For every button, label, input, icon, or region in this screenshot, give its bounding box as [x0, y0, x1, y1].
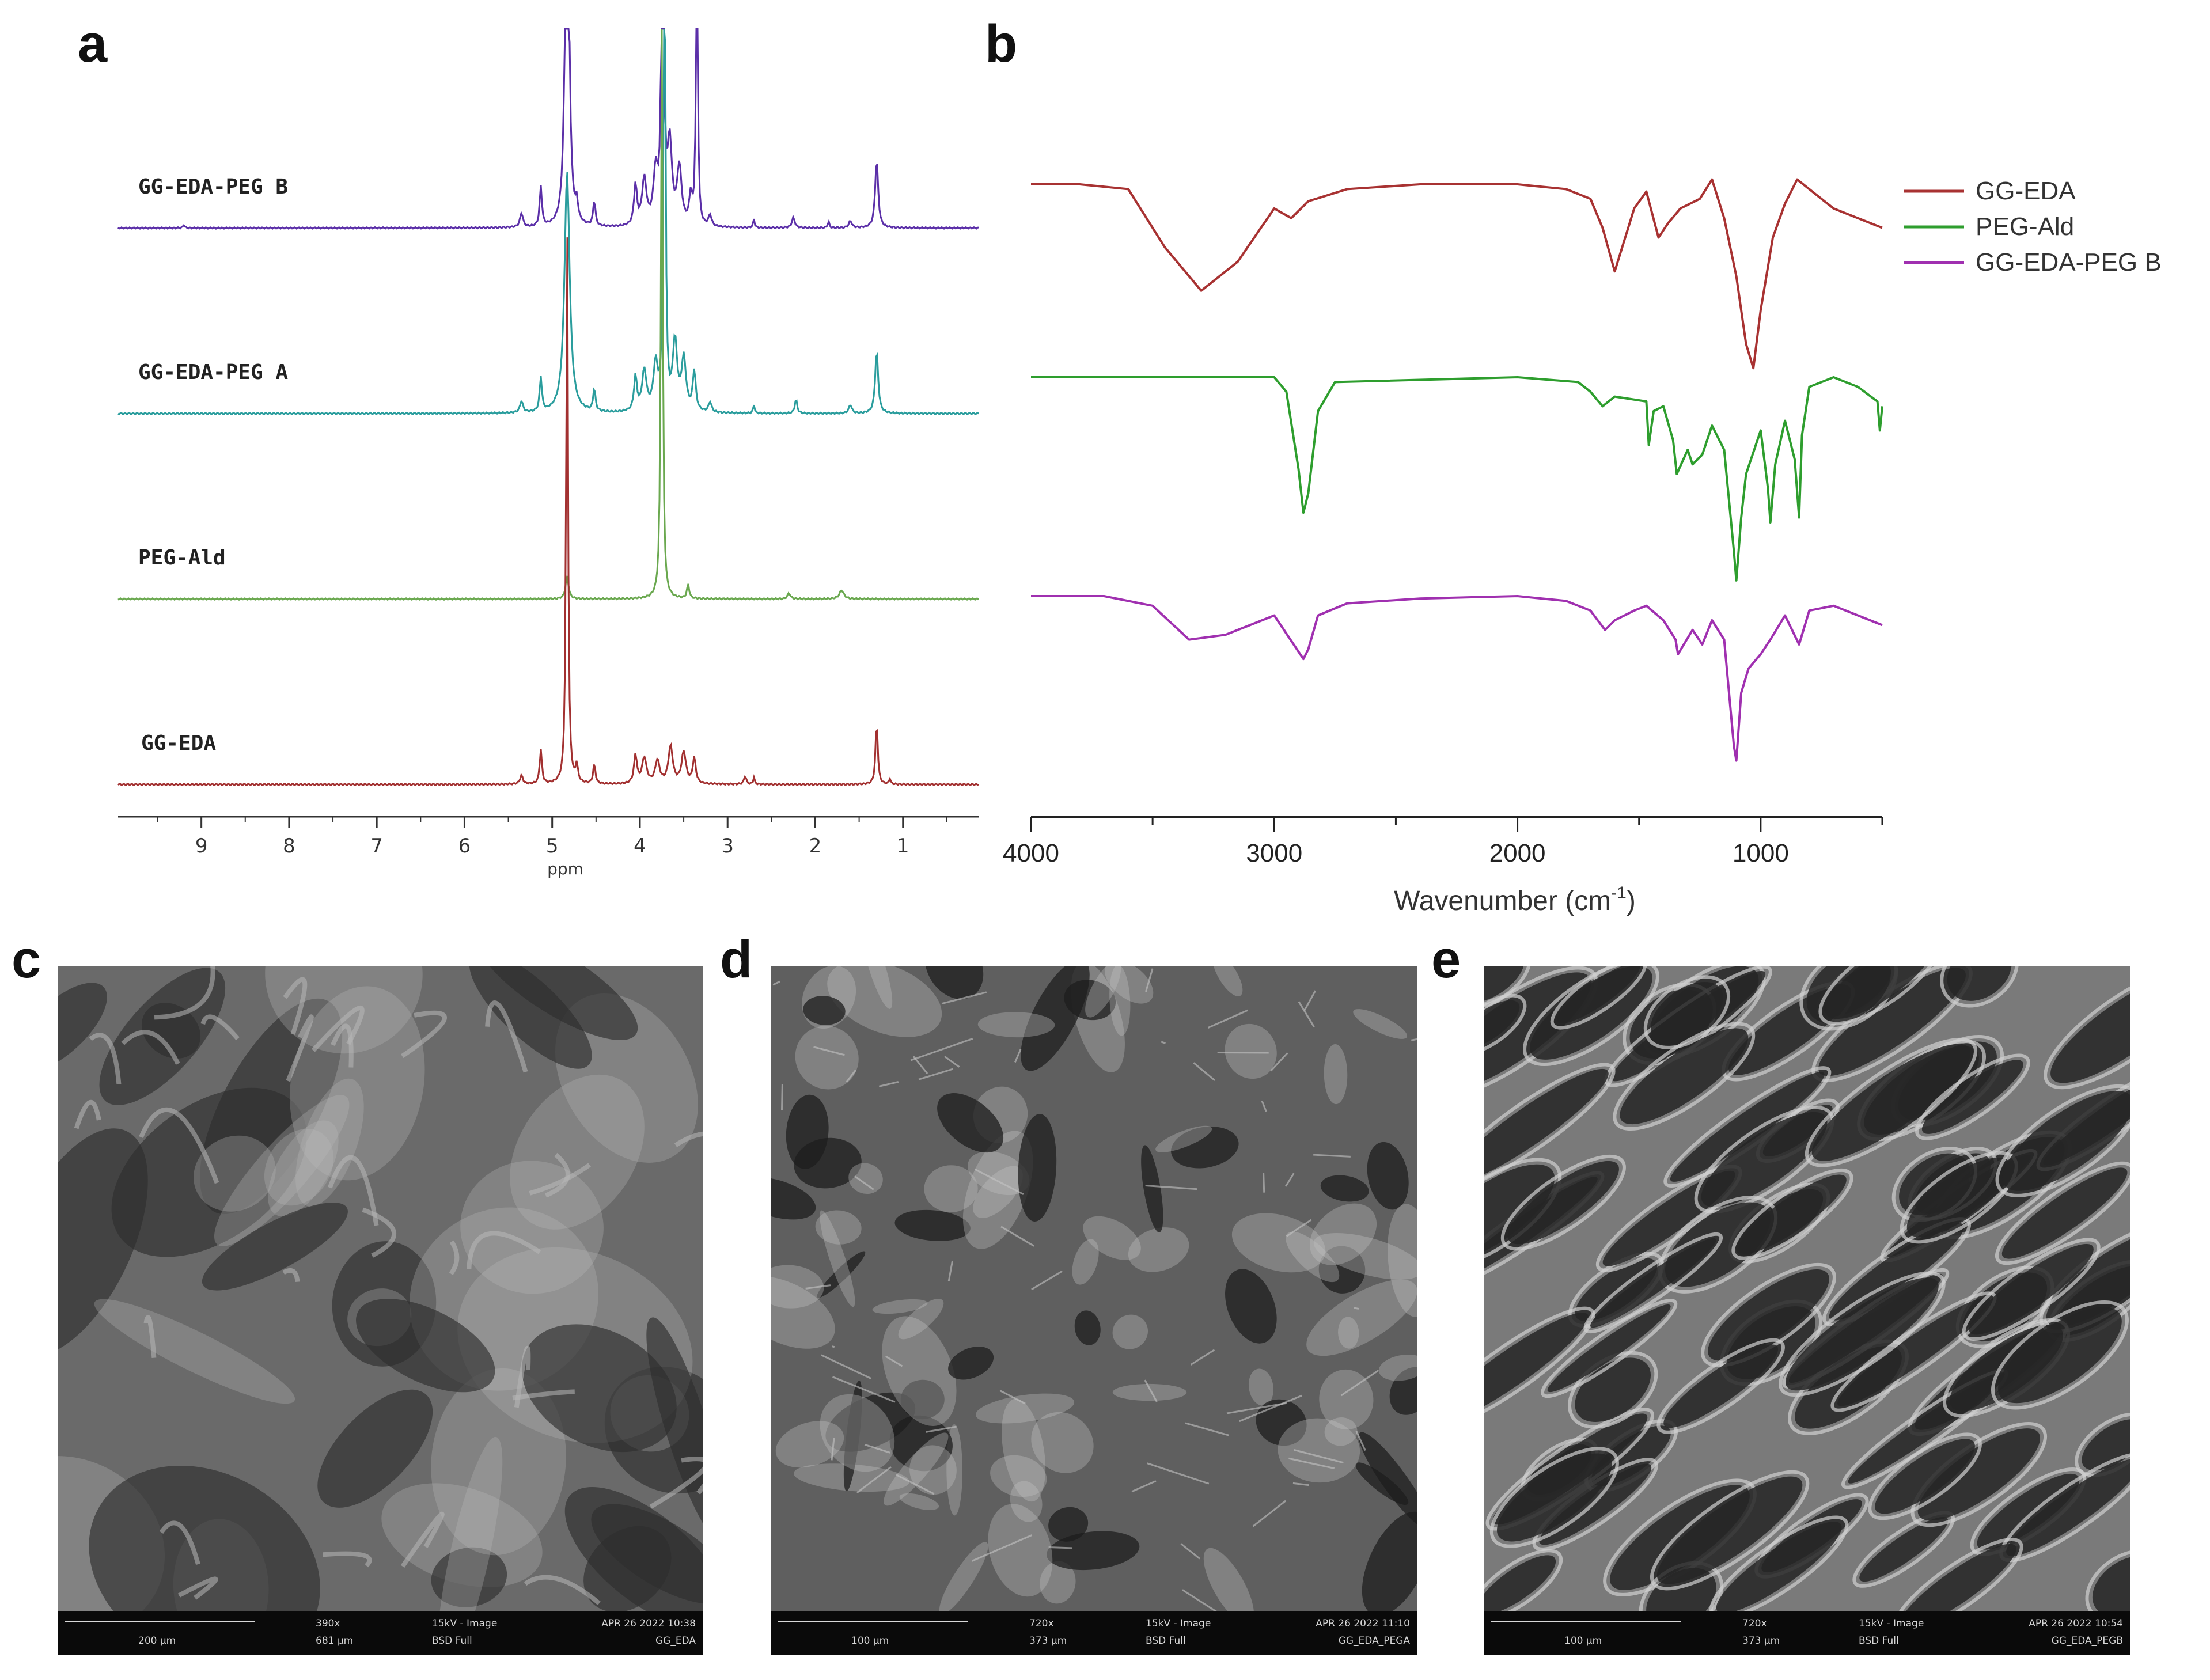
ftir-tick-label: 3000	[1246, 839, 1302, 867]
sem-date: APR 26 2022 10:38	[601, 1618, 696, 1629]
sem-info-bar: 100 μm 720x 373 μm 15kV - Image BSD Full APR …	[1484, 1611, 2130, 1655]
nmr-spectrum-label: PEG-Ald	[138, 546, 226, 570]
sem-detector: BSD Full	[1146, 1635, 1186, 1647]
sem-scale-bar	[65, 1621, 255, 1622]
sem-magnification: 720x	[1742, 1618, 1767, 1629]
sem-magnification: 390x	[316, 1618, 340, 1629]
figure-canvas: 9 8 7 6 5 4 3 2 1 ppm GG-EDA-PEG B GG-EDA-PEG A PEG-…	[117, 28, 2162, 916]
sem-field-of-view: 373 μm	[1029, 1635, 1067, 1647]
nmr-spectrum-label: GG-EDA-PEG B	[138, 175, 288, 199]
panel-letter-c: c	[12, 930, 41, 989]
nmr-spectrum-label: GG-EDA-PEG A	[138, 361, 288, 384]
sem-voltage: 15kV - Image	[432, 1618, 498, 1629]
ftir-legend-label: GG-EDA	[1976, 177, 2076, 205]
nmr-spectrum-line	[117, 28, 980, 601]
sem-info-bar: 200 μm 390x 681 μm 15kV - Image BSD Full APR …	[58, 1611, 703, 1655]
sem-scale-text: 200 μm	[138, 1635, 176, 1647]
nmr-tick-label: 2	[809, 835, 822, 858]
nmr-spectrum-line	[117, 28, 979, 415]
panel-letter-a: a	[78, 14, 108, 73]
sem-date: APR 26 2022 10:54	[2029, 1618, 2123, 1629]
sem-field-of-view: 373 μm	[1742, 1635, 1780, 1647]
sem-voltage: 15kV - Image	[1146, 1618, 1211, 1629]
sem-date: APR 26 2022 11:10	[1316, 1618, 1410, 1629]
sem-scale-bar	[778, 1621, 968, 1622]
sem-sample-name: GG_EDA	[655, 1635, 696, 1647]
sem-micrograph	[58, 966, 703, 1611]
sem-scale-text: 100 μm	[1564, 1635, 1602, 1647]
panel-letter-d: d	[720, 930, 753, 989]
sem-image-gg-eda: 200 μm 390x 681 μm 15kV - Image BSD Full APR …	[58, 966, 703, 1655]
nmr-tick-label: 7	[370, 835, 383, 858]
sem-scale-bar	[1491, 1621, 1681, 1622]
sem-sample-name: GG_EDA_PEGA	[1338, 1635, 1410, 1647]
nmr-tick-label: 1	[897, 835, 909, 858]
sem-micrograph	[771, 966, 1417, 1611]
nmr-tick-label: 4	[634, 835, 646, 858]
ftir-series-line	[1031, 595, 1883, 762]
sem-detector: BSD Full	[432, 1635, 472, 1647]
nmr-spectrum-label: GG-EDA	[141, 731, 216, 755]
ftir-legend-label: GG-EDA-PEG B	[1976, 248, 2162, 276]
nmr-tick-label: 6	[458, 835, 471, 858]
sem-detector: BSD Full	[1859, 1635, 1899, 1647]
ftir-series-line	[1031, 178, 1883, 370]
nmr-tick-label: 5	[546, 835, 559, 858]
ftir-tick-label: 2000	[1489, 839, 1546, 867]
ftir-legend-label: PEG-Ald	[1976, 213, 2074, 241]
ftir-series-line	[1031, 376, 1883, 582]
nmr-spectrum-line	[117, 28, 979, 230]
ftir-x-label: Wavenumber (cm-1)	[1394, 883, 1636, 916]
sem-scale-text: 100 μm	[851, 1635, 889, 1647]
sem-field-of-view: 681 μm	[316, 1635, 354, 1647]
ftir-tick-label: 4000	[1003, 839, 1059, 867]
panel-letter-b: b	[985, 14, 1018, 73]
nmr-tick-label: 3	[721, 835, 734, 858]
ftir-plot: GG-EDA PEG-Ald GG-EDA-PEG B 4000 3000 2000 100…	[1003, 177, 2162, 916]
panel-letter-e: e	[1431, 930, 1461, 989]
nmr-x-label: ppm	[547, 859, 583, 878]
nmr-plot: 9 8 7 6 5 4 3 2 1 ppm GG-EDA-PEG B GG-EDA-PEG A PEG-…	[117, 28, 980, 878]
sem-micrograph	[1484, 966, 2130, 1611]
sem-info-bar: 100 μm 720x 373 μm 15kV - Image BSD Full APR …	[771, 1611, 1417, 1655]
ftir-tick-label: 1000	[1733, 839, 1789, 867]
nmr-spectrum-line	[117, 237, 979, 787]
nmr-tick-label: 9	[195, 835, 208, 858]
sem-image-gg-eda-peg-a: 100 μm 720x 373 μm 15kV - Image BSD Full APR …	[771, 966, 1417, 1655]
sem-image-gg-eda-peg-b: 100 μm 720x 373 μm 15kV - Image BSD Full APR …	[1484, 966, 2130, 1655]
sem-magnification: 720x	[1029, 1618, 1054, 1629]
sem-sample-name: GG_EDA_PEGB	[2051, 1635, 2123, 1647]
nmr-tick-label: 8	[283, 835, 295, 858]
sem-voltage: 15kV - Image	[1859, 1618, 1924, 1629]
